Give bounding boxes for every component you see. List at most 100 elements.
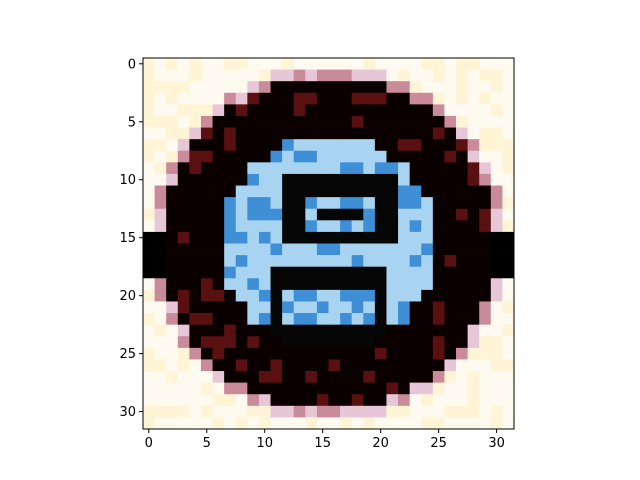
image-pixel <box>490 115 503 128</box>
image-pixel <box>421 208 434 221</box>
image-pixel <box>212 417 225 430</box>
image-pixel <box>258 289 271 302</box>
image-pixel <box>456 243 468 256</box>
image-pixel <box>293 58 306 70</box>
image-pixel <box>340 231 353 244</box>
image-pixel <box>189 185 202 198</box>
image-pixel <box>456 69 468 82</box>
image-pixel <box>456 371 468 383</box>
image-pixel <box>166 104 179 117</box>
image-pixel <box>189 405 202 418</box>
image-pixel <box>502 382 515 395</box>
image-pixel <box>363 220 376 233</box>
image-pixel <box>177 104 190 117</box>
image-pixel <box>166 92 179 105</box>
image-pixel <box>444 417 457 430</box>
image-pixel <box>200 162 213 175</box>
image-pixel <box>200 92 213 105</box>
image-pixel <box>143 173 155 186</box>
image-pixel <box>456 231 468 244</box>
image-pixel <box>409 185 422 198</box>
image-pixel <box>479 115 492 128</box>
image-pixel <box>340 359 353 372</box>
image-pixel <box>456 324 468 337</box>
y-tick-label: 15 <box>119 231 136 246</box>
image-pixel <box>270 324 283 337</box>
image-pixel <box>479 417 492 430</box>
image-pixel <box>235 347 248 360</box>
image-pixel <box>143 127 155 140</box>
image-pixel <box>143 336 155 349</box>
image-pixel <box>154 336 167 349</box>
image-pixel <box>200 289 213 302</box>
image-pixel <box>502 173 515 186</box>
image-pixel <box>154 220 167 233</box>
image-pixel <box>421 150 434 163</box>
image-pixel <box>305 394 318 407</box>
image-pixel <box>444 347 457 360</box>
image-pixel <box>177 173 190 186</box>
image-pixel <box>421 324 434 337</box>
image-pixel <box>351 313 364 326</box>
image-pixel <box>328 371 341 383</box>
image-pixel <box>432 115 445 128</box>
image-pixel <box>502 278 515 291</box>
image-pixel <box>444 289 457 302</box>
image-pixel <box>200 208 213 221</box>
image-pixel <box>456 405 468 418</box>
image-pixel <box>282 104 295 117</box>
image-pixel <box>316 127 329 140</box>
image-pixel <box>258 243 271 256</box>
image-pixel <box>479 359 492 372</box>
image-pixel <box>479 139 492 152</box>
image-pixel <box>282 208 295 221</box>
image-pixel <box>293 417 306 430</box>
image-pixel <box>177 417 190 430</box>
image-pixel <box>432 231 445 244</box>
image-pixel <box>224 289 237 302</box>
image-pixel <box>328 173 341 186</box>
image-pixel <box>166 382 179 395</box>
image-pixel <box>409 173 422 186</box>
image-pixel <box>247 417 260 430</box>
image-pixel <box>293 150 306 163</box>
image-pixel <box>293 266 306 279</box>
image-pixel <box>386 336 399 349</box>
image-pixel <box>293 139 306 152</box>
image-pixel <box>305 162 318 175</box>
image-pixel <box>293 243 306 256</box>
image-pixel <box>340 173 353 186</box>
image-pixel <box>189 173 202 186</box>
image-pixel <box>316 324 329 337</box>
image-pixel <box>143 162 155 175</box>
image-pixel <box>444 173 457 186</box>
image-pixel <box>467 417 480 430</box>
image-pixel <box>270 278 283 291</box>
image-pixel <box>258 150 271 163</box>
image-pixel <box>154 255 167 268</box>
image-pixel <box>351 336 364 349</box>
y-tick-label: 5 <box>128 115 136 130</box>
image-pixel <box>467 347 480 360</box>
image-pixel <box>305 255 318 268</box>
image-pixel <box>235 394 248 407</box>
image-pixel <box>409 347 422 360</box>
image-pixel <box>490 139 503 152</box>
image-pixel <box>351 220 364 233</box>
image-pixel <box>490 58 503 70</box>
image-pixel <box>166 289 179 302</box>
image-pixel <box>212 313 225 326</box>
image-pixel <box>432 69 445 82</box>
image-pixel <box>189 255 202 268</box>
image-pixel <box>224 208 237 221</box>
image-pixel <box>467 208 480 221</box>
image-pixel <box>235 417 248 430</box>
image-pixel <box>444 394 457 407</box>
image-pixel <box>212 278 225 291</box>
image-pixel <box>177 347 190 360</box>
image-pixel <box>177 150 190 163</box>
image-pixel <box>282 347 295 360</box>
image-pixel <box>328 417 341 430</box>
image-pixel <box>293 359 306 372</box>
image-pixel <box>340 104 353 117</box>
